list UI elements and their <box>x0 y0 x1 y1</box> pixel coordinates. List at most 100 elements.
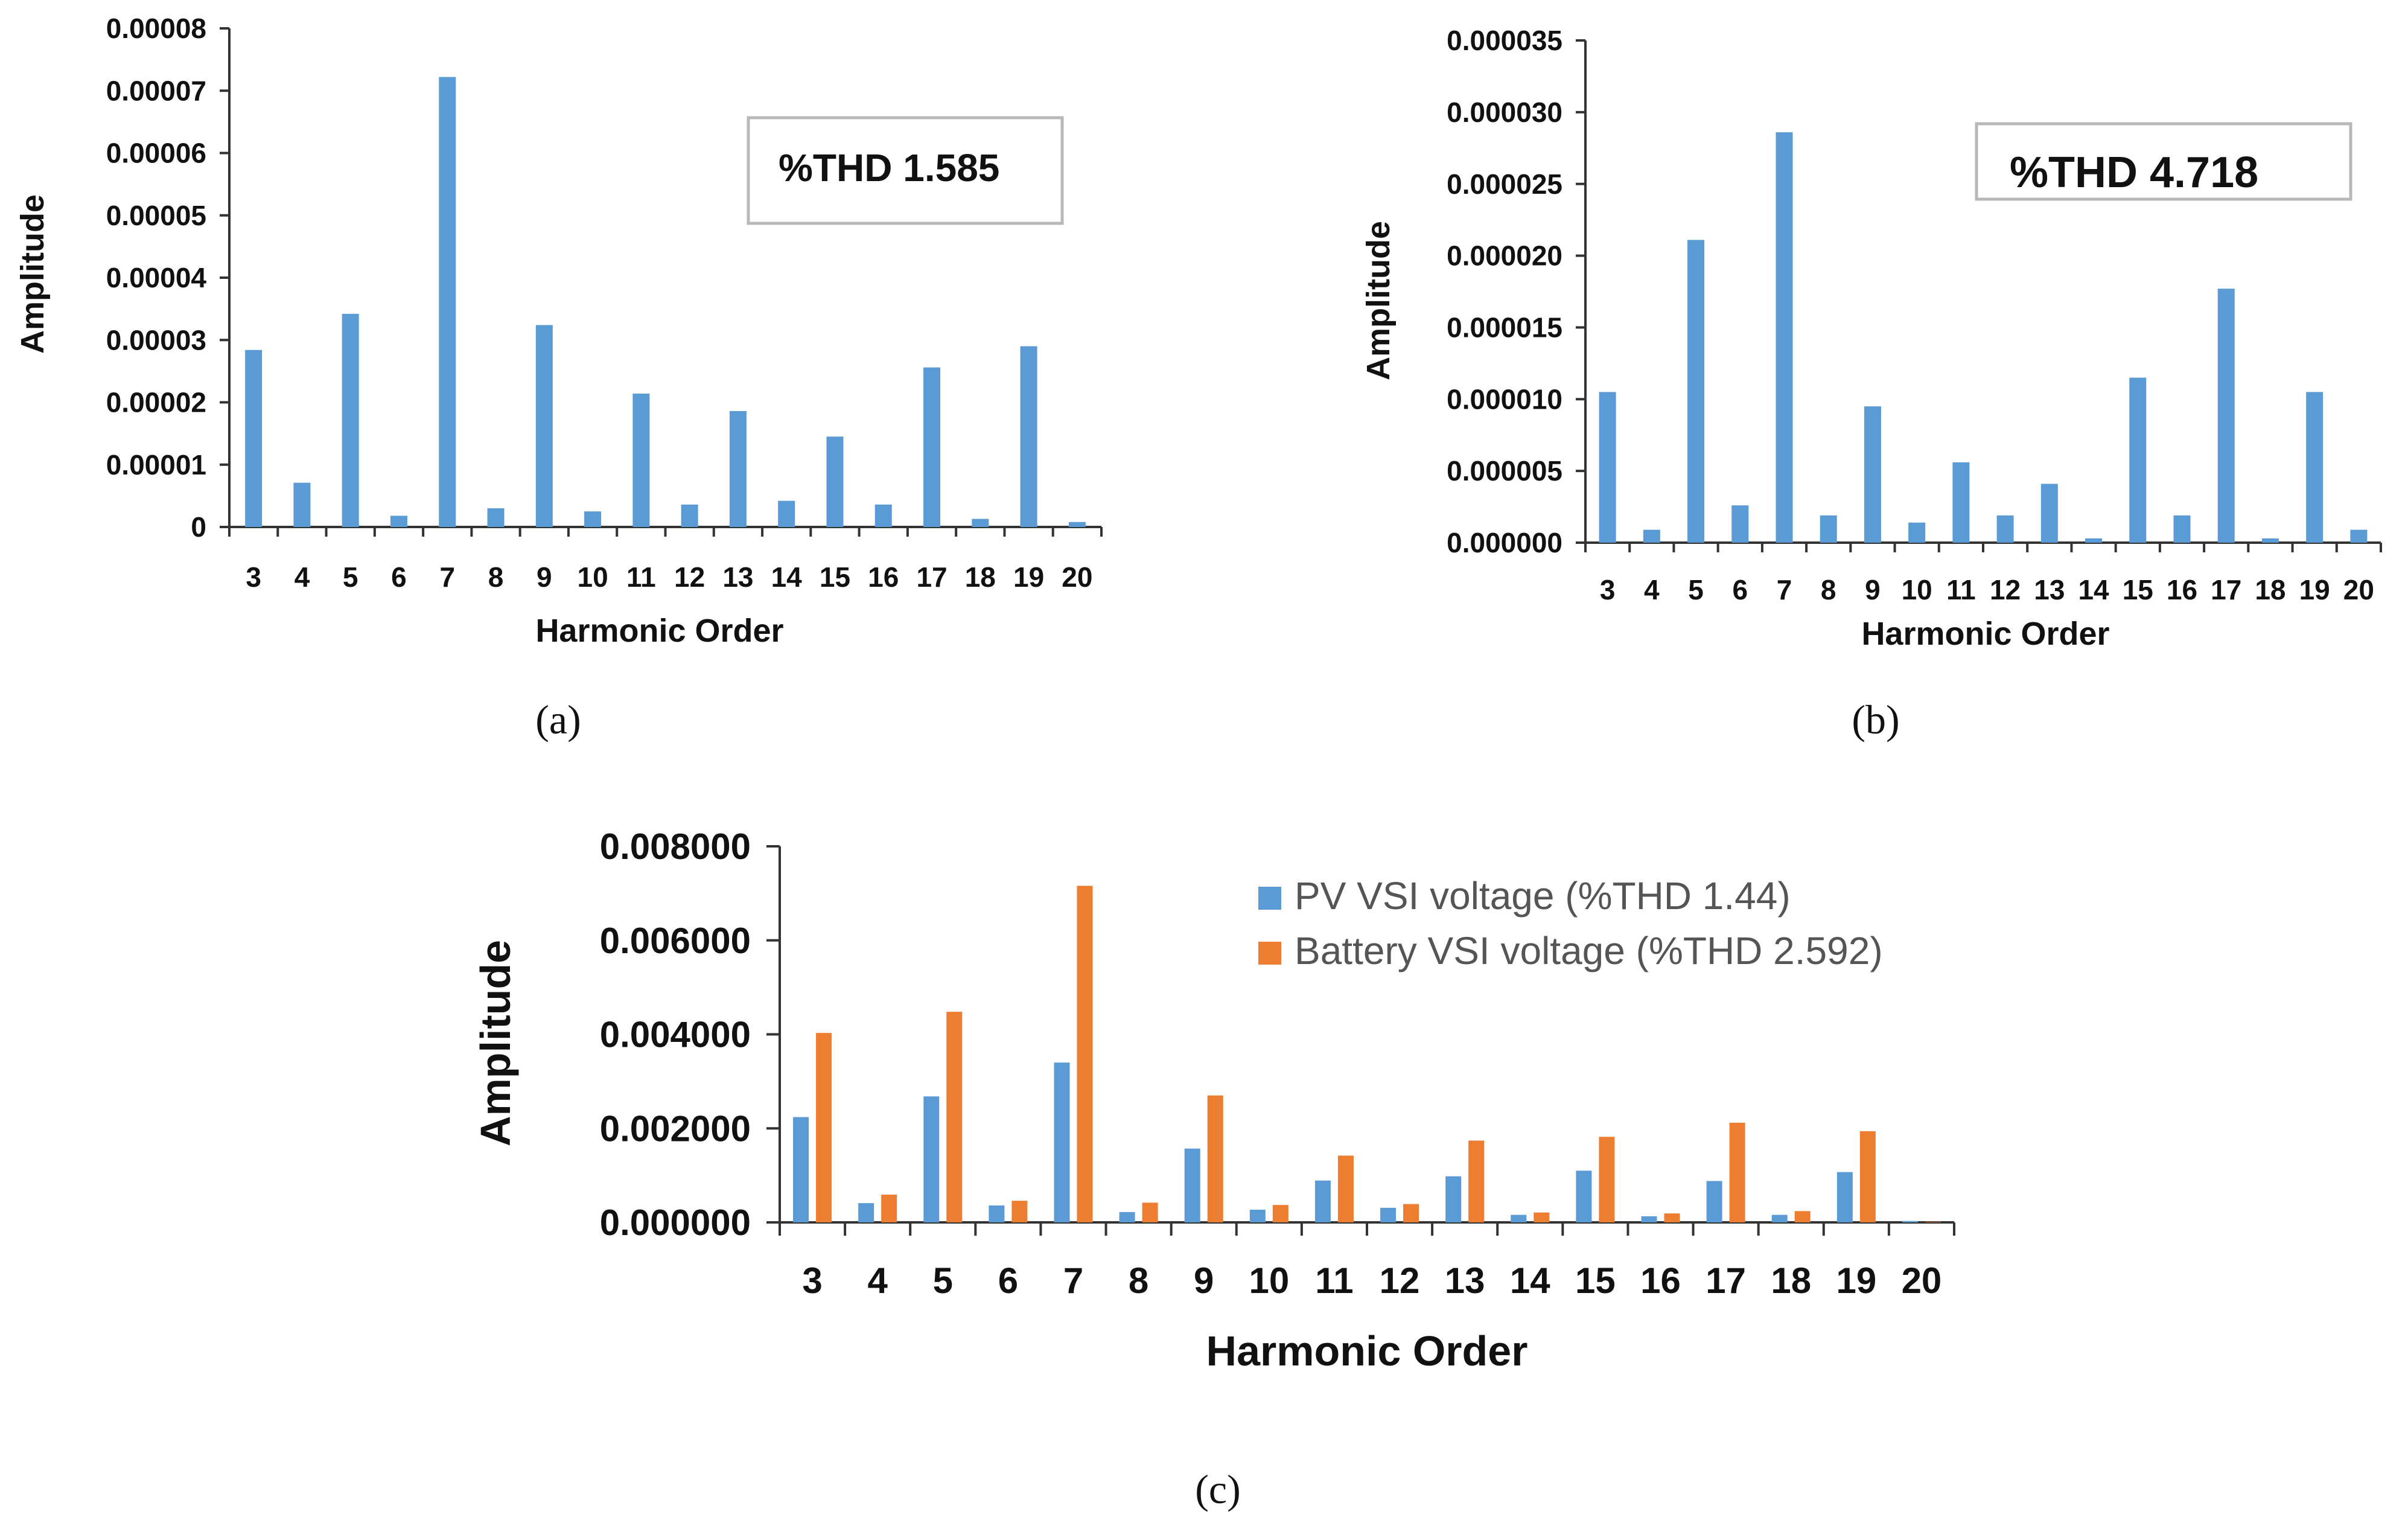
chart-a-bar <box>390 516 407 527</box>
chart-c-x-tick-label: 20 <box>1902 1260 1942 1301</box>
chart-c-bar-pv <box>1184 1148 1200 1222</box>
chart-b-x-axis-label: Harmonic Order <box>1861 616 2109 652</box>
chart-c-bar-pv <box>1641 1216 1657 1222</box>
chart-a-annotation: %THD 1.585 <box>779 146 999 190</box>
chart-b-bar <box>1864 406 1881 543</box>
chart-b-x-tick-label: 13 <box>2034 574 2065 605</box>
chart-a-bar <box>439 77 456 527</box>
chart-c-bar-pv <box>1054 1062 1070 1222</box>
chart-c-legend: PV VSI voltage (%THD 1.44) Battery VSI v… <box>1258 874 1883 972</box>
chart-c-x-tick-label: 11 <box>1315 1260 1353 1301</box>
chart-c-caption: (c) <box>1195 1466 1240 1512</box>
chart-b-bar <box>2129 377 2147 543</box>
chart-a-x-tick-label: 8 <box>488 561 504 593</box>
chart-c-bar-pv <box>1836 1172 1853 1222</box>
chart-c-bar-battery <box>1664 1213 1680 1222</box>
chart-b-x-tick-label: 19 <box>2299 574 2330 605</box>
chart-c-bar-pv <box>1511 1215 1527 1222</box>
chart-a-x-axis-label: Harmonic Order <box>535 613 783 649</box>
chart-c-bar-battery <box>1337 1155 1354 1222</box>
chart-b-bar <box>1599 392 1616 543</box>
chart-c-bar-pv <box>1249 1209 1266 1222</box>
chart-a-caption: (a) <box>535 697 581 742</box>
chart-a-x-tick-label: 9 <box>537 561 552 593</box>
chart-a-x-tick-label: 14 <box>771 561 803 593</box>
chart-c-bar-battery <box>1794 1211 1811 1222</box>
chart-a-x-tick-label: 16 <box>868 561 899 593</box>
chart-b-y-tick-label: 0.000000 <box>1447 527 1562 558</box>
chart-c-y-tick-label: 0.004000 <box>600 1015 751 1055</box>
chart-c-x-tick-label: 16 <box>1640 1260 1681 1301</box>
chart-b-bar <box>1908 522 1926 543</box>
chart-c-x-tick-label: 12 <box>1380 1260 1420 1301</box>
chart-b-y-tick-label: 0.000015 <box>1447 312 1562 343</box>
chart-a-bar <box>1068 522 1086 527</box>
chart-b-bar <box>1687 240 1705 543</box>
chart-c-bar-battery <box>1077 886 1093 1222</box>
chart-b-bar <box>1731 505 1749 543</box>
chart-a-y-tick-label: 0 <box>191 511 206 543</box>
chart-a-bar <box>972 519 989 527</box>
chart-a-x-tick-label: 3 <box>246 561 261 593</box>
chart-b-bar <box>2217 289 2235 543</box>
chart-b: 0.000000 0.000005 0.000010 0.000015 0.000020… <box>1360 25 2382 742</box>
chart-a-bar <box>584 511 602 527</box>
chart-b-caption: (b) <box>1852 697 1899 742</box>
chart-b-x-tick-label: 20 <box>2343 574 2374 605</box>
chart-c-bar-pv <box>1445 1176 1462 1222</box>
chart-c-x-tick-label: 5 <box>933 1260 953 1301</box>
chart-b-bar <box>2173 515 2191 543</box>
chart-b-y-tick-label: 0.000020 <box>1447 240 1562 272</box>
chart-a-bar <box>535 325 553 527</box>
chart-c-x-tick-label: 17 <box>1706 1260 1746 1301</box>
chart-b-bar <box>1820 515 1837 543</box>
chart-b-x-tick-label: 6 <box>1732 574 1748 605</box>
chart-a-bar <box>632 394 650 527</box>
chart-c-bar-pv <box>1902 1221 1918 1222</box>
chart-c-legend-label-battery: Battery VSI voltage (%THD 2.592) <box>1295 929 1883 972</box>
chart-c-bar-battery <box>1011 1201 1028 1222</box>
chart-b-x-tick-label: 7 <box>1777 574 1792 605</box>
chart-c-bar-pv <box>1380 1207 1397 1222</box>
chart-a-x-tick-label: 6 <box>391 561 407 593</box>
chart-c-y-tick-label: 0.006000 <box>600 921 751 961</box>
chart-b-x-tick-label: 18 <box>2255 574 2285 605</box>
chart-b-y-tick-label: 0.000010 <box>1447 383 1562 415</box>
chart-c-x-tick-label: 3 <box>802 1260 822 1301</box>
chart-c-bar-pv <box>1706 1181 1722 1222</box>
chart-a-x-tick-label: 17 <box>916 561 947 593</box>
chart-c-bar-battery <box>1468 1140 1485 1222</box>
chart-a-bar <box>923 367 941 527</box>
chart-c-x-tick-label: 4 <box>867 1260 888 1301</box>
chart-c-bar-pv <box>1771 1215 1788 1222</box>
chart-c-bar-battery <box>946 1012 963 1222</box>
chart-b-x-tick-label: 15 <box>2123 574 2153 605</box>
chart-a-x-tick-label: 10 <box>577 561 608 593</box>
chart-c-bar-battery <box>1403 1204 1419 1222</box>
chart-b-bar <box>2261 538 2279 543</box>
chart-b-bar <box>1952 462 1970 543</box>
chart-c-x-tick-label: 8 <box>1129 1260 1148 1301</box>
chart-a-bar <box>342 313 359 527</box>
chart-c-y-tick-label: 0.008000 <box>600 826 751 867</box>
chart-a-x-tick-label: 7 <box>439 561 455 593</box>
chart-c-y-tick-label: 0.000000 <box>600 1202 751 1243</box>
chart-a-bar <box>681 504 698 527</box>
chart-a-bar <box>778 500 795 527</box>
chart-b-x-tick-label: 17 <box>2211 574 2241 605</box>
chart-c-bar-pv <box>1314 1180 1331 1222</box>
chart-a-bar <box>245 350 263 527</box>
chart-b-x-tick-label: 8 <box>1821 574 1836 605</box>
chart-a-y-tick-label: 0.00003 <box>106 324 206 356</box>
chart-c-bar-battery <box>816 1033 832 1222</box>
chart-a-x-tick-label: 18 <box>965 561 996 593</box>
chart-a-y-axis-label: Amplitude <box>14 194 51 354</box>
chart-b-bar <box>2306 392 2324 543</box>
chart-a-x-tick-label: 11 <box>626 561 656 593</box>
chart-c-x-tick-label: 10 <box>1249 1260 1289 1301</box>
chart-a-x-tick-label: 13 <box>722 561 753 593</box>
chart-b-bar <box>1776 132 1793 543</box>
chart-c-x-tick-label: 14 <box>1510 1260 1550 1301</box>
chart-b-y-tick-label: 0.000025 <box>1447 168 1562 200</box>
